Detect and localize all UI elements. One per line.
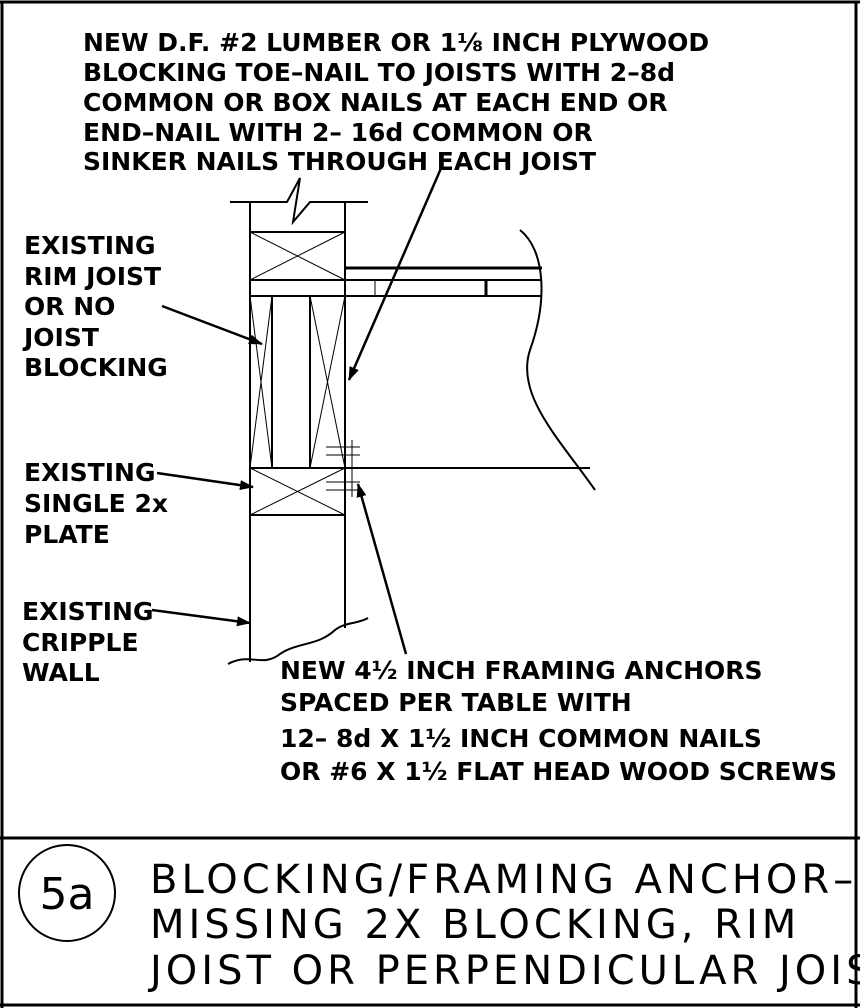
top-block [249,231,346,281]
anchor-leader-arrow [356,483,408,655]
anchor-note-line: SPACED PER TABLE WITH [280,688,632,717]
single-plate [249,467,590,516]
detail-number-circle [18,844,116,942]
detail-title-line: BLOCKING/FRAMING ANCHOR– [150,857,857,903]
plate-note-line: PLATE [24,520,110,549]
framing-drawing [227,177,596,665]
blocking-note: NEW D.F. #2 LUMBER OR 1⅛ INCH PLYWOOD BL… [83,28,709,176]
detail-number: 5a [40,869,95,920]
detail-title-line: JOIST OR PERPENDICULAR JOIST [147,948,860,994]
anchor-note-line: NEW 4½ INCH FRAMING ANCHORS [280,656,763,685]
cripple-leader-arrow [151,608,251,627]
anchor-note-line: OR #6 X 1½ FLAT HEAD WOOD SCREWS [280,757,837,786]
framing-anchor [326,440,360,497]
top-break-line [230,177,368,226]
blocking-note-line: NEW D.F. #2 LUMBER OR 1⅛ INCH PLYWOOD [83,28,709,57]
cripple-wall-note: EXISTING CRIPPLE WALL [22,597,153,687]
floor-joist [250,266,542,297]
plate-note-line: SINGLE 2x [24,489,168,518]
blocking-note-line: COMMON OR BOX NAILS AT EACH END OR [83,88,668,117]
blocking-note-line: SINKER NAILS THROUGH EACH JOIST [83,147,596,176]
rim-joist-leader-arrow [161,304,263,346]
detail-title-line: MISSING 2X BLOCKING, RIM [150,902,800,948]
rim-blocking [249,295,346,469]
rim-joist-note-line: BLOCKING [24,353,168,382]
rim-joist-note-line: JOIST [22,323,99,352]
cripple-wall-note-line: CRIPPLE [22,628,139,657]
plate-note: EXISTING SINGLE 2x PLATE [24,458,168,549]
bottom-break-line [227,617,369,665]
blocking-note-line: END–NAIL WITH 2– 16d COMMON OR [83,118,593,147]
cripple-wall-note-line: WALL [22,658,100,687]
rim-joist-note-line: OR NO [24,292,115,321]
plate-leader-arrow [156,471,254,491]
rim-joist-note: EXISTING RIM JOIST OR NO JOIST BLOCKING [22,231,168,382]
cripple-wall-note-line: EXISTING [22,597,153,626]
title-block: 5a BLOCKING/FRAMING ANCHOR– MISSING 2X B… [18,844,860,994]
blocking-leader-arrow [347,165,444,381]
anchor-note-line: 12– 8d X 1½ INCH COMMON NAILS [280,724,762,753]
right-break-curve [519,229,596,491]
leader-arrows [151,165,444,655]
rim-joist-note-line: RIM JOIST [24,262,161,291]
blocking-note-line: BLOCKING TOE–NAIL TO JOISTS WITH 2–8d [83,58,675,87]
plate-note-line: EXISTING [24,458,155,487]
rim-joist-note-line: EXISTING [24,231,155,260]
anchor-note: NEW 4½ INCH FRAMING ANCHORS SPACED PER T… [280,656,837,786]
